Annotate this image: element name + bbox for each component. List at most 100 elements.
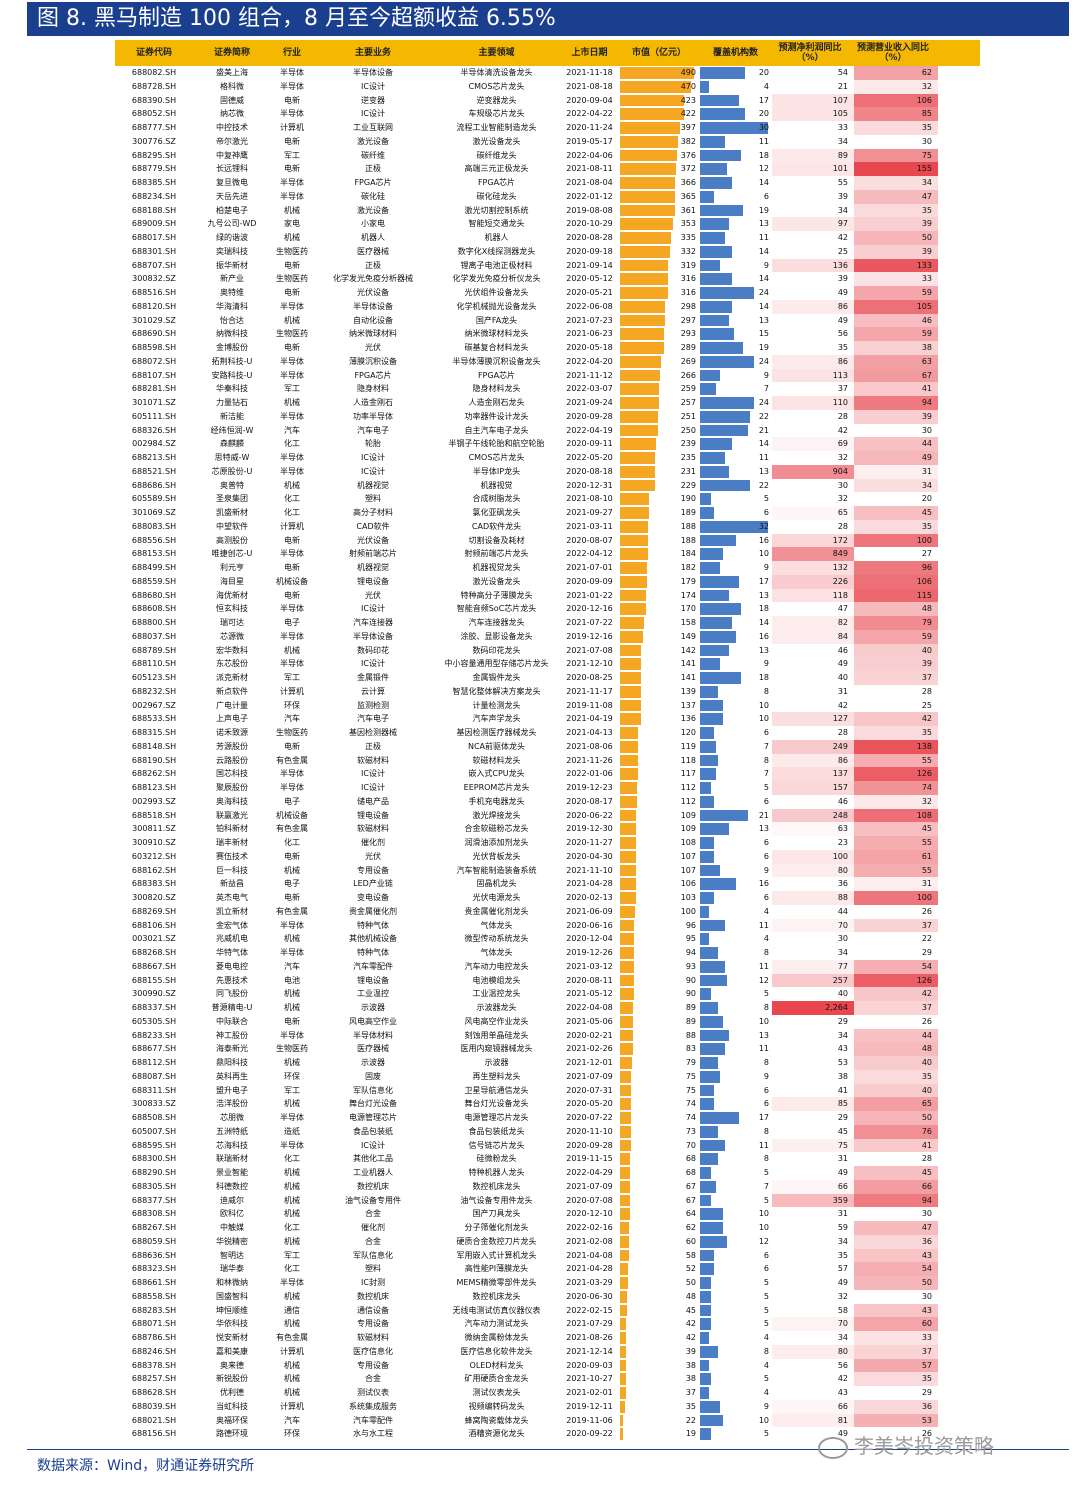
- cell-main-field: 机器视觉龙头: [472, 563, 521, 572]
- cell-main-field: 合成树脂龙头: [472, 494, 521, 504]
- cell-listing-date: 2022-04-20: [566, 356, 613, 366]
- market-cap-value: 107: [680, 865, 696, 875]
- cell-code: 688661.SH: [131, 1278, 177, 1287]
- cell-main-field: 切割设备及耗材: [468, 535, 525, 545]
- market-cap-bar: [620, 589, 646, 602]
- cell-listing-date: 2021-11-12: [566, 370, 613, 380]
- cell-main-business: 光伏: [365, 343, 381, 352]
- cell-listing-date: 2021-03-12: [566, 961, 613, 971]
- cell-name: 科德数控: [216, 1181, 248, 1191]
- cell-coverage: 9: [699, 657, 772, 671]
- cell-coverage: 11: [699, 1139, 772, 1153]
- cell-industry: 军工: [284, 1085, 300, 1095]
- title-bar: 图 8. 黑马制造 100 组合，8 月至今超额收益 6.55%: [27, 2, 1069, 36]
- cell-market-cap: 376: [619, 149, 699, 163]
- cell-listing-date: 2021-02-08: [566, 1236, 613, 1246]
- table-row: 688148.SH 芳源股份 电新 正极 NCA前驱体龙头 2021-08-06 119 7 2…: [115, 739, 980, 754]
- market-cap-bar: [620, 713, 641, 725]
- coverage-bar: [700, 727, 714, 739]
- cell-industry: 半导体: [280, 356, 304, 366]
- cell-profit-growth: 46: [772, 794, 854, 809]
- coverage-bar: [700, 658, 720, 670]
- market-cap-bar: [620, 562, 647, 574]
- market-cap-bar: [620, 149, 677, 162]
- cell-name: 国盛智科: [216, 1291, 248, 1301]
- table-row: 688680.SH 海优新材 电新 光伏 特种高分子薄膜龙头 2021-01-22 174 1…: [115, 588, 980, 603]
- cell-name: 巨一科技: [216, 865, 248, 875]
- cell-main-field: 蜂窝陶瓷载体龙头: [464, 1415, 529, 1425]
- cell-coverage: 17: [699, 1111, 772, 1125]
- coverage-bar: [700, 1345, 718, 1358]
- cell-industry: 电子: [284, 796, 300, 806]
- table-row: 688300.SH 联瑞新材 化工 其他化工品 硅微粉龙头 2019-11-15 68 8 31…: [115, 1152, 980, 1166]
- coverage-bar: [700, 603, 741, 615]
- coverage-bar: [700, 850, 714, 863]
- cell-revenue-growth: 50: [854, 1111, 938, 1125]
- cell-coverage: 8: [699, 754, 772, 768]
- cell-code: 688106.SH: [131, 920, 177, 930]
- cell-revenue-growth: 32: [854, 79, 938, 94]
- cell-code: 688521.SH: [131, 466, 177, 476]
- coverage-bar: [700, 122, 768, 134]
- cell-name: 华锐精密: [216, 1236, 248, 1246]
- market-cap-value: 89: [685, 1003, 696, 1012]
- market-cap-value: 141: [680, 673, 696, 682]
- cell-main-business: IC设计: [361, 769, 385, 779]
- cell-listing-date: 2020-09-04: [566, 95, 613, 105]
- cell-main-field: 电源管理芯片龙头: [464, 1113, 529, 1122]
- cell-revenue-growth: 60: [854, 1317, 938, 1331]
- market-cap-value: 335: [680, 233, 696, 242]
- table-row: 605123.SH 派克新材 军工 金属锻件 金属锻件龙头 2020-08-25 141 18…: [115, 671, 980, 685]
- cell-code: 688059.SH: [131, 1236, 177, 1246]
- cell-main-field: 半钢子午线轮胎和航空轮胎: [448, 439, 545, 449]
- cell-name: 普源精电-U: [211, 1003, 253, 1012]
- cell-market-cap: 332: [619, 245, 699, 259]
- cell-profit-growth: 34: [772, 203, 854, 218]
- market-cap-bar: [620, 864, 636, 877]
- cell-name: 海目星: [220, 576, 244, 586]
- market-cap-value: 142: [680, 645, 696, 655]
- coverage-value: 5: [763, 1278, 769, 1287]
- market-cap-bar: [620, 245, 670, 258]
- coverage-bar: [700, 1167, 711, 1179]
- coverage-bar: [700, 768, 716, 780]
- market-cap-value: 298: [680, 301, 696, 311]
- market-cap-bar: [620, 988, 634, 1000]
- market-cap-value: 316: [680, 274, 696, 284]
- cell-market-cap: 42: [619, 1331, 699, 1345]
- cell-market-cap: 142: [619, 644, 699, 658]
- market-cap-bar: [620, 960, 634, 973]
- market-cap-value: 50: [685, 1278, 696, 1287]
- cell-code: 688516.SH: [131, 288, 177, 297]
- cell-main-field: 再生塑料龙头: [472, 1071, 521, 1081]
- coverage-bar: [700, 534, 736, 547]
- cell-main-field: 隐身材料龙头: [472, 384, 521, 394]
- cell-main-field: 半导体IP龙头: [472, 466, 521, 476]
- cell-revenue-growth: 49: [854, 451, 938, 465]
- cell-industry: 半导体: [280, 466, 304, 476]
- coverage-bar: [700, 369, 720, 382]
- cell-name: 和林微纳: [216, 1278, 248, 1287]
- cell-main-field: 涂胶、显影设备龙头: [460, 631, 533, 641]
- coverage-value: 7: [763, 741, 769, 751]
- cell-listing-date: 2021-03-11: [566, 521, 613, 531]
- cell-main-field: 特种高分子薄膜龙头: [460, 590, 533, 600]
- table-row: 688533.SH 上声电子 汽车 汽车电子 汽车声学龙头 2021-04-19 136 10…: [115, 712, 980, 726]
- cell-coverage: 6: [699, 726, 772, 740]
- cell-revenue-growth: 63: [854, 354, 938, 369]
- cell-coverage: 7: [699, 767, 772, 781]
- cell-main-business: 医疗器械: [357, 246, 389, 256]
- cell-industry: 军工: [284, 150, 300, 160]
- coverage-value: 9: [763, 260, 769, 270]
- cell-revenue-growth: 40: [854, 1056, 938, 1070]
- cell-main-field: 贵金属催化剂龙头: [464, 906, 529, 916]
- cell-coverage: 18: [699, 671, 772, 685]
- cell-main-business: 软磁材料: [357, 1333, 389, 1342]
- market-cap-bar: [620, 1222, 629, 1234]
- cell-code: 688559.SH: [131, 576, 177, 586]
- cell-market-cap: 423: [619, 94, 699, 108]
- cell-market-cap: 361: [619, 204, 699, 218]
- cell-revenue-growth: 35: [854, 1069, 938, 1084]
- cell-revenue-growth: 94: [854, 396, 938, 410]
- coverage-value: 5: [763, 494, 769, 504]
